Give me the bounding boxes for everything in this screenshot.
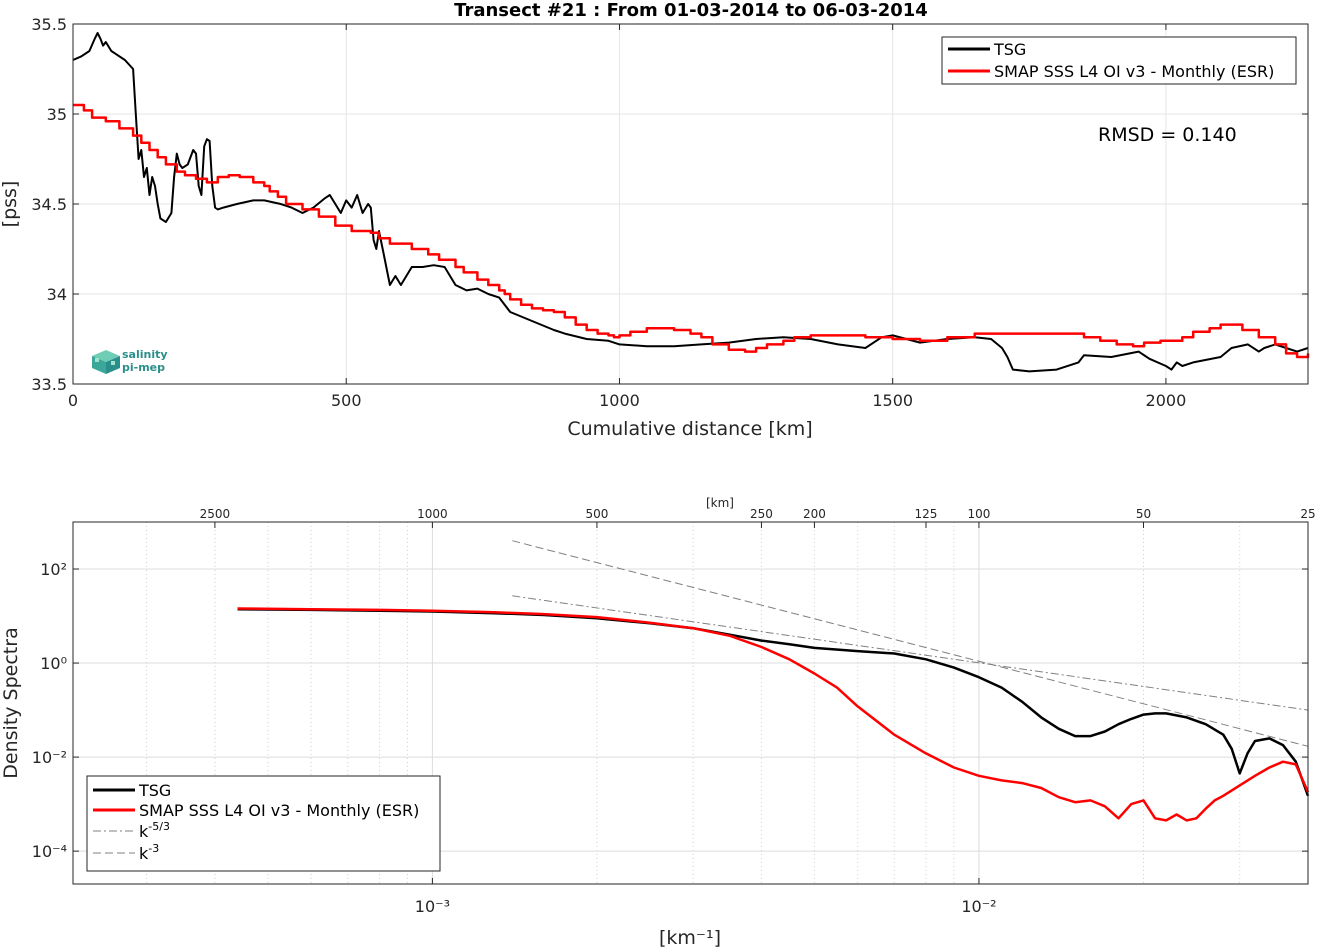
rmsd-annotation: RMSD = 0.140 xyxy=(1098,124,1237,146)
x-tick-label: 10⁻² xyxy=(961,897,996,916)
y-axis-ticks: 10⁻⁴ 10⁻² 10⁰ 10² xyxy=(32,560,1308,861)
legend-label-smap: SMAP SSS L4 OI v3 - Monthly (ESR) xyxy=(139,801,419,820)
x-axis-ticks: 0 500 1000 1500 2000 xyxy=(68,24,1186,410)
x-axis-label: Cumulative distance [km] xyxy=(567,418,812,440)
y-tick-label: 10² xyxy=(40,560,67,579)
legend-label-tsg: TSG xyxy=(138,781,171,800)
k-5-3-reference xyxy=(512,595,1309,711)
y-tick-label: 10⁻² xyxy=(32,748,67,767)
y-axis-label: [pss] xyxy=(0,181,21,228)
y-tick-label: 10⁻⁴ xyxy=(32,842,67,861)
tsg-spectrum xyxy=(237,607,1310,797)
top-tick-label: 125 xyxy=(915,507,938,521)
y-tick-label: 35 xyxy=(47,105,67,124)
legend-box xyxy=(86,775,441,872)
x-tick-label: 2000 xyxy=(1146,391,1187,410)
y-tick-label: 33.5 xyxy=(31,375,67,394)
chart-title: Transect #21 : From 01-03-2014 to 06-03-… xyxy=(454,0,928,21)
x-axis-ticks: 10⁻³ 10⁻² xyxy=(415,878,997,916)
legend-label-tsg: TSG xyxy=(993,40,1026,59)
smap-line xyxy=(73,103,1310,359)
top-tick-label: 500 xyxy=(585,507,608,521)
top-legend: TSG SMAP SSS L4 OI v3 - Monthly (ESR) xyxy=(941,36,1297,85)
top-tick-label: 50 xyxy=(1136,507,1151,521)
legend-label-k3: k-3 xyxy=(139,842,159,863)
plot-lines xyxy=(72,32,1310,373)
legend-k53-sup: -5/3 xyxy=(148,820,170,833)
grid xyxy=(73,522,1309,884)
legend-k3-sup: -3 xyxy=(148,842,159,855)
logo-line2: pi-mep xyxy=(122,361,165,374)
top-tick-label: 2500 xyxy=(200,507,231,521)
top-tick-label: 200 xyxy=(803,507,826,521)
top-tick-label: 250 xyxy=(750,507,773,521)
legend-k53-base: k xyxy=(139,822,149,841)
salinity-pi-mep-logo: salinity pi-mep xyxy=(92,348,168,374)
spectra-lines xyxy=(237,540,1310,822)
y-axis-label: Density Spectra xyxy=(0,627,22,778)
y-tick-label: 10⁰ xyxy=(40,654,67,673)
x-tick-label: 500 xyxy=(331,391,362,410)
logo-line1: salinity xyxy=(122,348,168,361)
top-tick-label: 100 xyxy=(967,507,990,521)
x-tick-label: 0 xyxy=(68,391,78,410)
density-spectra-chart: 10⁻³ 10⁻² 10⁻⁴ 10⁻² 10⁰ 10² 2500 1000 500 250 20… xyxy=(0,496,1316,948)
x-tick-label: 10⁻³ xyxy=(415,897,450,916)
y-tick-label: 34.5 xyxy=(31,195,67,214)
legend-label-smap: SMAP SSS L4 OI v3 - Monthly (ESR) xyxy=(994,62,1274,81)
salinity-transect-chart: Transect #21 : From 01-03-2014 to 06-03-… xyxy=(0,0,1310,440)
x-tick-label: 1500 xyxy=(872,391,913,410)
top-tick-label: 1000 xyxy=(417,507,448,521)
top-axis-label: [km] xyxy=(706,496,734,510)
y-tick-label: 35.5 xyxy=(31,15,67,34)
legend-k3-base: k xyxy=(139,844,149,863)
tsg-line xyxy=(72,32,1309,373)
x-tick-label: 1000 xyxy=(599,391,640,410)
smap-spectrum xyxy=(237,607,1310,822)
top-axis-ticks: 2500 1000 500 250 200 125 100 50 25 xyxy=(200,507,1316,528)
k-3-reference xyxy=(512,540,1309,747)
plot-frame xyxy=(72,521,1309,885)
bottom-legend: TSG SMAP SSS L4 OI v3 - Monthly (ESR) k-… xyxy=(86,775,441,872)
y-tick-label: 34 xyxy=(47,285,67,304)
legend-label-k53: k-5/3 xyxy=(139,820,170,841)
legend-box xyxy=(941,36,1297,85)
x-axis-label: [km⁻¹] xyxy=(659,927,721,948)
cube-logo-icon xyxy=(92,350,120,374)
y-axis-ticks: 33.5 34 34.5 35 35.5 xyxy=(31,15,1308,394)
top-tick-label: 25 xyxy=(1300,507,1315,521)
